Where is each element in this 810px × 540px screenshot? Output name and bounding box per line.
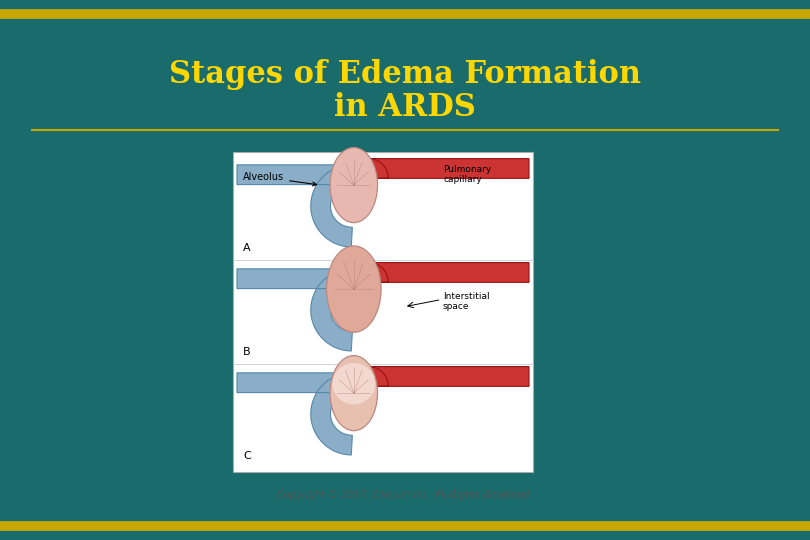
- Ellipse shape: [332, 363, 375, 404]
- Polygon shape: [237, 269, 352, 351]
- Polygon shape: [369, 159, 529, 179]
- Polygon shape: [369, 367, 529, 387]
- Text: Pulmonary
capillary: Pulmonary capillary: [443, 165, 491, 185]
- Polygon shape: [237, 165, 352, 247]
- Text: C: C: [243, 450, 251, 461]
- Text: Copyright © 2017, Elsevier Inc. All Rights Reserved.: Copyright © 2017, Elsevier Inc. All Righ…: [277, 490, 533, 500]
- Ellipse shape: [330, 147, 377, 222]
- Text: Alveolus: Alveolus: [243, 172, 317, 186]
- FancyBboxPatch shape: [233, 152, 533, 472]
- Text: B: B: [243, 347, 250, 356]
- Ellipse shape: [326, 246, 381, 332]
- Text: Interstitial
space: Interstitial space: [443, 292, 489, 311]
- Text: Stages of Edema Formation: Stages of Edema Formation: [169, 59, 641, 91]
- Text: A: A: [243, 242, 250, 253]
- Text: in ARDS: in ARDS: [334, 92, 476, 124]
- Polygon shape: [237, 373, 352, 455]
- Ellipse shape: [330, 355, 377, 431]
- Polygon shape: [369, 262, 529, 283]
